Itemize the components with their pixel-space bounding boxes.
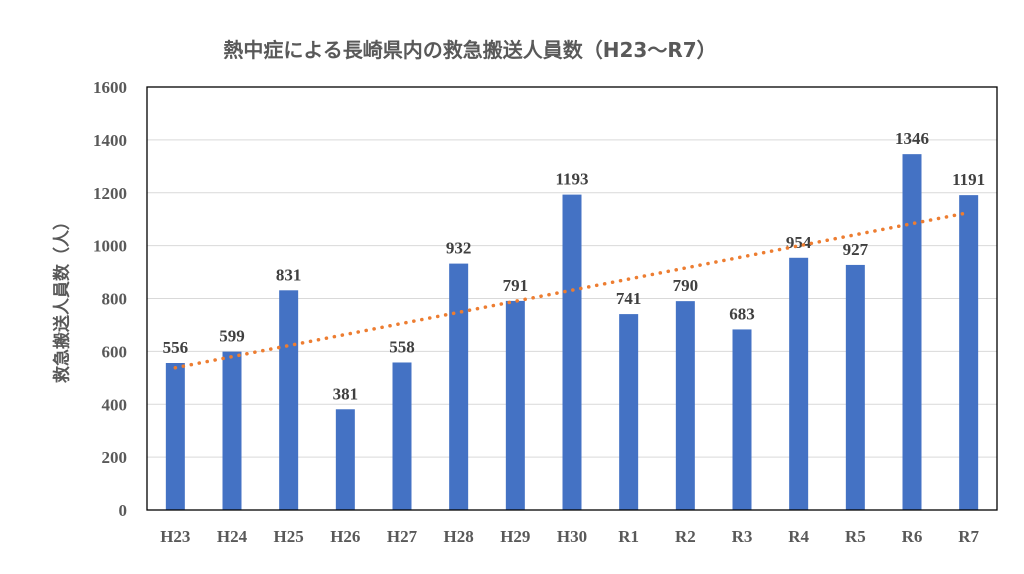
- y-tick-label: 0: [119, 501, 128, 520]
- data-label: 558: [389, 337, 415, 356]
- bar-R2: [675, 301, 695, 510]
- x-tick-label: H28: [444, 527, 474, 546]
- y-tick-label: 1400: [93, 131, 127, 150]
- data-label: 381: [333, 384, 359, 403]
- bar-H24: [222, 351, 242, 510]
- bar-R1: [619, 314, 639, 510]
- y-tick-label: 400: [102, 395, 128, 414]
- x-tick-label: H23: [160, 527, 190, 546]
- bar-H28: [449, 263, 469, 510]
- x-tick-label: H29: [500, 527, 530, 546]
- data-label: 927: [843, 240, 869, 259]
- bar-R3: [732, 329, 752, 510]
- x-tick-label: R4: [788, 527, 809, 546]
- x-tick-label: H26: [330, 527, 360, 546]
- trendline: [173, 210, 971, 370]
- bar-R7: [959, 195, 979, 510]
- bar-H29: [505, 300, 525, 510]
- data-label: 791: [503, 276, 529, 295]
- data-label: 1191: [952, 170, 985, 189]
- x-tick-label: R7: [958, 527, 979, 546]
- x-tick-label: R6: [902, 527, 923, 546]
- bar-R6: [902, 154, 922, 510]
- x-tick-label: R1: [618, 527, 639, 546]
- y-tick-label: 1000: [93, 237, 127, 256]
- y-tick-label: 600: [102, 342, 128, 361]
- bar-H27: [392, 362, 412, 510]
- x-tick-label: R3: [732, 527, 753, 546]
- bar-H25: [279, 290, 299, 510]
- data-label: 1193: [555, 170, 588, 189]
- x-tick-label: R2: [675, 527, 696, 546]
- data-label: 1346: [895, 129, 929, 148]
- x-tick-label: H30: [557, 527, 587, 546]
- data-label: 831: [276, 265, 302, 284]
- data-label: 741: [616, 289, 642, 308]
- bar-H30: [562, 194, 582, 510]
- data-label: 954: [786, 233, 812, 252]
- y-tick-label: 800: [102, 290, 128, 309]
- y-tick-label: 200: [102, 448, 128, 467]
- bar-H26: [335, 409, 355, 510]
- x-tick-label: R5: [845, 527, 866, 546]
- bar-R5: [845, 264, 865, 510]
- data-label: 556: [163, 338, 189, 357]
- data-label: 932: [446, 239, 472, 258]
- data-label: 790: [673, 276, 699, 295]
- data-label: 683: [729, 304, 755, 323]
- y-tick-label: 1200: [93, 184, 127, 203]
- bar-R4: [789, 257, 809, 510]
- data-label: 599: [219, 327, 245, 346]
- plot-area-border: [146, 86, 998, 511]
- x-tick-label: H25: [274, 527, 304, 546]
- x-tick-label: H27: [387, 527, 418, 546]
- x-tick-label: H24: [217, 527, 248, 546]
- y-tick-label: 1600: [93, 78, 127, 97]
- bar-H23: [165, 363, 185, 510]
- chart-title: 熱中症による長崎県内の救急搬送人員数（H23～R7）: [223, 38, 717, 62]
